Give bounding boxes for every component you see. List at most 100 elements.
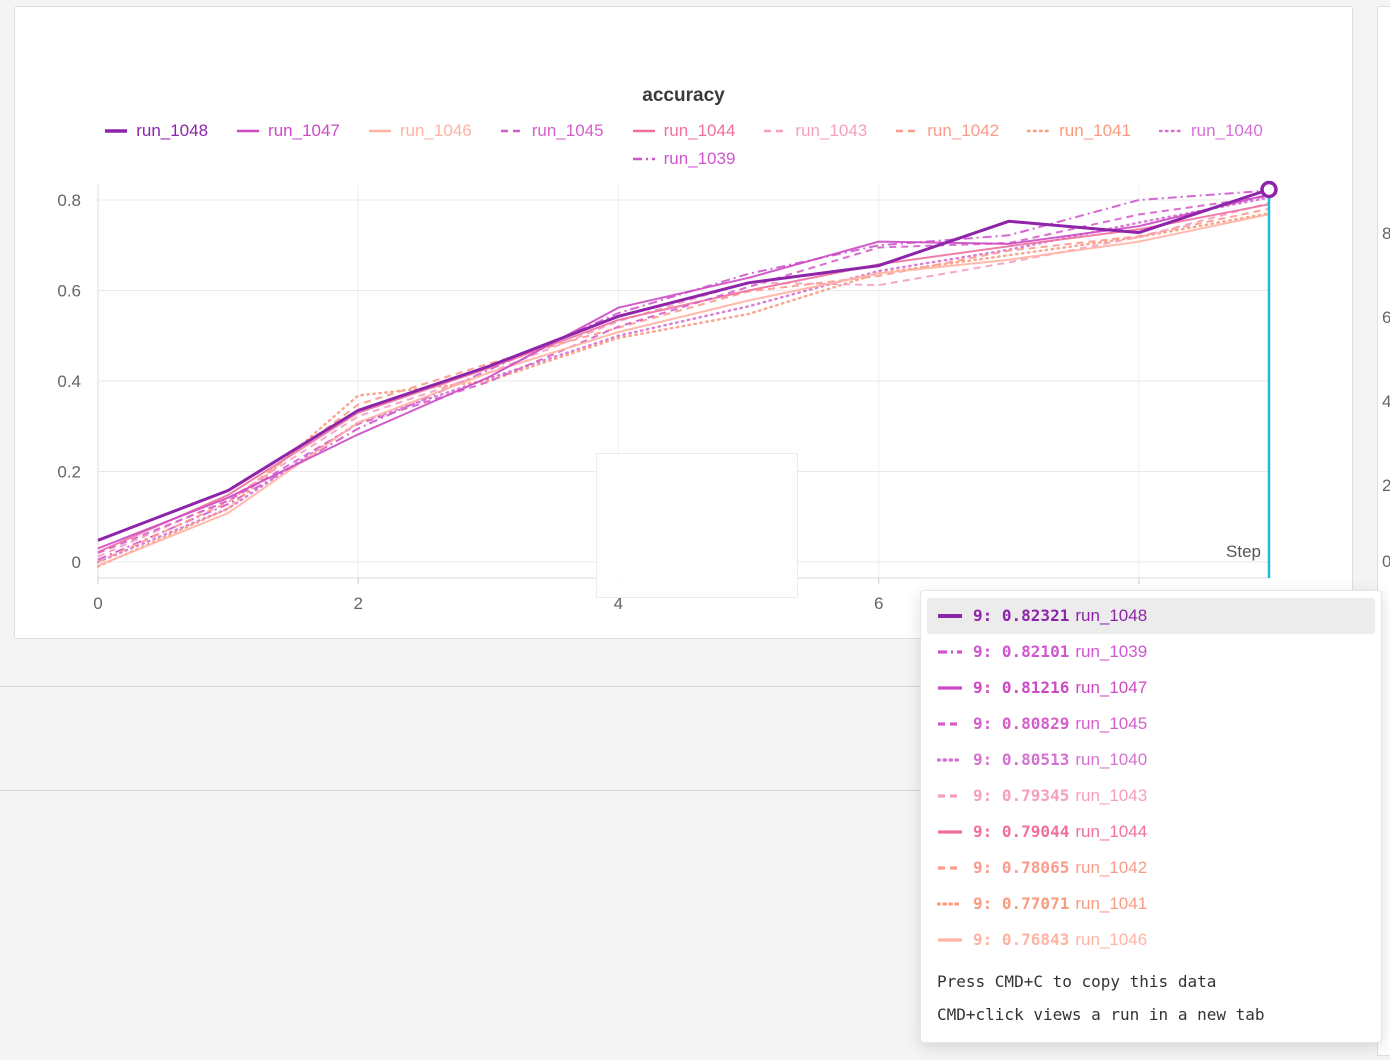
tooltip-row-run_1046[interactable]: 9: 0.76843 run_1046 (927, 922, 1375, 958)
tooltip-row-run_1039[interactable]: 9: 0.82101 run_1039 (927, 634, 1375, 670)
tooltip-run-name: run_1048 (1075, 606, 1148, 625)
line-style-sample-icon (632, 129, 655, 133)
line-style-sample-icon (938, 686, 962, 690)
tooltip-row-run_1044[interactable]: 9: 0.79044 run_1044 (927, 814, 1375, 850)
accuracy-chart-panel: accuracy run_1048 run_1047 run_1046 run_104… (14, 6, 1353, 639)
legend-item-run_1042[interactable]: run_1042 (895, 121, 999, 141)
legend-item-label: run_1039 (663, 149, 736, 168)
tooltip-line-sample (937, 864, 963, 872)
tooltip: 9: 0.82321 run_1048 9: 0.82101 run_1039 9: 0… (920, 590, 1382, 1043)
tooltip-run-name: run_1040 (1075, 750, 1148, 769)
legend-item-run_1046[interactable]: run_1046 (368, 121, 472, 141)
legend-item-label: run_1040 (1190, 121, 1263, 140)
line-style-sample-icon (938, 938, 962, 942)
line-style-sample-icon (937, 902, 963, 906)
svg-text:4: 4 (614, 594, 623, 613)
tooltip-step-value: 9: 0.81216 (973, 678, 1070, 697)
tooltip-footer-line: CMD+click views a run in a new tab (937, 1004, 1265, 1024)
line-style-sample-icon (500, 129, 523, 133)
tooltip-row-run_1042[interactable]: 9: 0.78065 run_1042 (927, 850, 1375, 886)
tooltip-step-value: 9: 0.82321 (973, 606, 1070, 625)
svg-text:2: 2 (353, 594, 362, 613)
tooltip-run-name: run_1042 (1075, 858, 1148, 877)
tooltip-step-value: 9: 0.80513 (973, 750, 1070, 769)
line-style-sample-icon (937, 758, 963, 762)
legend-item-run_1039[interactable]: run_1039 (632, 149, 736, 169)
svg-text:0: 0 (72, 553, 81, 572)
y-tick-labels: 0 0.2 0.4 0.6 0.8 (57, 191, 81, 572)
legend-item-run_1045[interactable]: run_1045 (500, 121, 604, 141)
line-style-sample-icon (1158, 129, 1183, 133)
tooltip-step-value: 9: 0.76843 (973, 930, 1070, 949)
crosshair-marker (1260, 180, 1278, 199)
legend-item-run_1043[interactable]: run_1043 (763, 121, 867, 141)
line-style-sample-icon (237, 129, 260, 133)
tooltip-run-name: run_1044 (1075, 822, 1148, 841)
svg-text:0: 0 (93, 594, 102, 613)
tooltip-line-sample (937, 720, 963, 728)
tooltip-rows: 9: 0.82321 run_1048 9: 0.82101 run_1039 9: 0… (921, 598, 1381, 958)
legend: run_1048 run_1047 run_1046 run_1045 run_1044… (74, 121, 1294, 169)
right-panel-tick-label: 8 (1382, 224, 1390, 244)
legend-item-run_1040[interactable]: run_1040 (1158, 121, 1263, 141)
right-panel-tick-label: 2 (1382, 476, 1390, 496)
tooltip-run-name: run_1041 (1075, 894, 1148, 913)
line-style-sample-icon (105, 129, 128, 133)
series-line-run_1046 (97, 213, 1270, 567)
tooltip-row-run_1043[interactable]: 9: 0.79345 run_1043 (927, 778, 1375, 814)
tooltip-run-name: run_1047 (1075, 678, 1148, 697)
line-style-sample-icon (938, 866, 962, 870)
line-style-sample-icon (764, 129, 787, 133)
line-style-sample-icon (632, 157, 655, 161)
tooltip-footer-line: Press CMD+C to copy this data (937, 972, 1217, 991)
legend-item-run_1041[interactable]: run_1041 (1027, 121, 1131, 141)
legend-item-label: run_1042 (927, 121, 1000, 140)
tooltip-row-run_1045[interactable]: 9: 0.80829 run_1045 (927, 706, 1375, 742)
series-line-run_1044 (97, 203, 1270, 553)
hover-overlay-box (596, 453, 798, 598)
tooltip-line-sample (937, 612, 963, 620)
tooltip-row-run_1041[interactable]: 9: 0.77071 run_1041 (927, 886, 1375, 922)
legend-item-label: run_1043 (795, 121, 868, 140)
line-style-sample-icon (368, 129, 391, 133)
tooltip-line-sample (937, 756, 963, 764)
chart-title: accuracy (642, 85, 725, 106)
divider-bottom (0, 790, 1390, 791)
tooltip-run-name: run_1045 (1075, 714, 1148, 733)
line-style-sample-icon (938, 830, 962, 834)
line-style-sample-icon (938, 722, 962, 726)
tooltip-run-name: run_1046 (1075, 930, 1148, 949)
tooltip-line-sample (937, 828, 963, 836)
tooltip-row-run_1048[interactable]: 9: 0.82321 run_1048 (927, 598, 1375, 634)
tooltip-step-value: 9: 0.79044 (973, 822, 1070, 841)
tooltip-row-run_1047[interactable]: 9: 0.81216 run_1047 (927, 670, 1375, 706)
legend-item-label: run_1048 (136, 121, 209, 140)
line-style-sample-icon (938, 614, 962, 618)
legend-item-label: run_1045 (531, 121, 604, 140)
legend-item-run_1044[interactable]: run_1044 (632, 121, 736, 141)
tooltip-footer: Press CMD+C to copy this data CMD+click … (921, 958, 1381, 1034)
tooltip-line-sample (937, 936, 963, 944)
step-axis-label: Step (1226, 542, 1261, 561)
tooltip-step-value: 9: 0.79345 (973, 786, 1070, 805)
legend-item-run_1048[interactable]: run_1048 (104, 121, 208, 141)
svg-text:0.6: 0.6 (57, 282, 81, 301)
chart-svg[interactable]: 00.20.40.60.802468Step (15, 7, 1352, 638)
right-panel-tick-label: 4 (1382, 392, 1390, 412)
legend-item-label: run_1044 (663, 121, 736, 140)
tooltip-run-name: run_1043 (1075, 786, 1148, 805)
legend-item-label: run_1041 (1059, 121, 1131, 140)
tooltip-step-value: 9: 0.77071 (973, 894, 1070, 913)
tooltip-step-value: 9: 0.78065 (973, 858, 1070, 877)
tooltip-run-name: run_1039 (1075, 642, 1148, 661)
tooltip-step-value: 9: 0.82101 (973, 642, 1070, 661)
tooltip-line-sample (937, 900, 963, 908)
right-panel-tick-label: 0 (1382, 552, 1390, 572)
line-style-sample-icon (896, 129, 919, 133)
right-panel-tick-label: 6 (1382, 308, 1390, 328)
tooltip-row-run_1040[interactable]: 9: 0.80513 run_1040 (927, 742, 1375, 778)
tooltip-line-sample (937, 648, 963, 656)
series-line-run_1048 (97, 188, 1270, 542)
legend-item-run_1047[interactable]: run_1047 (236, 121, 340, 141)
svg-text:6: 6 (874, 594, 883, 613)
